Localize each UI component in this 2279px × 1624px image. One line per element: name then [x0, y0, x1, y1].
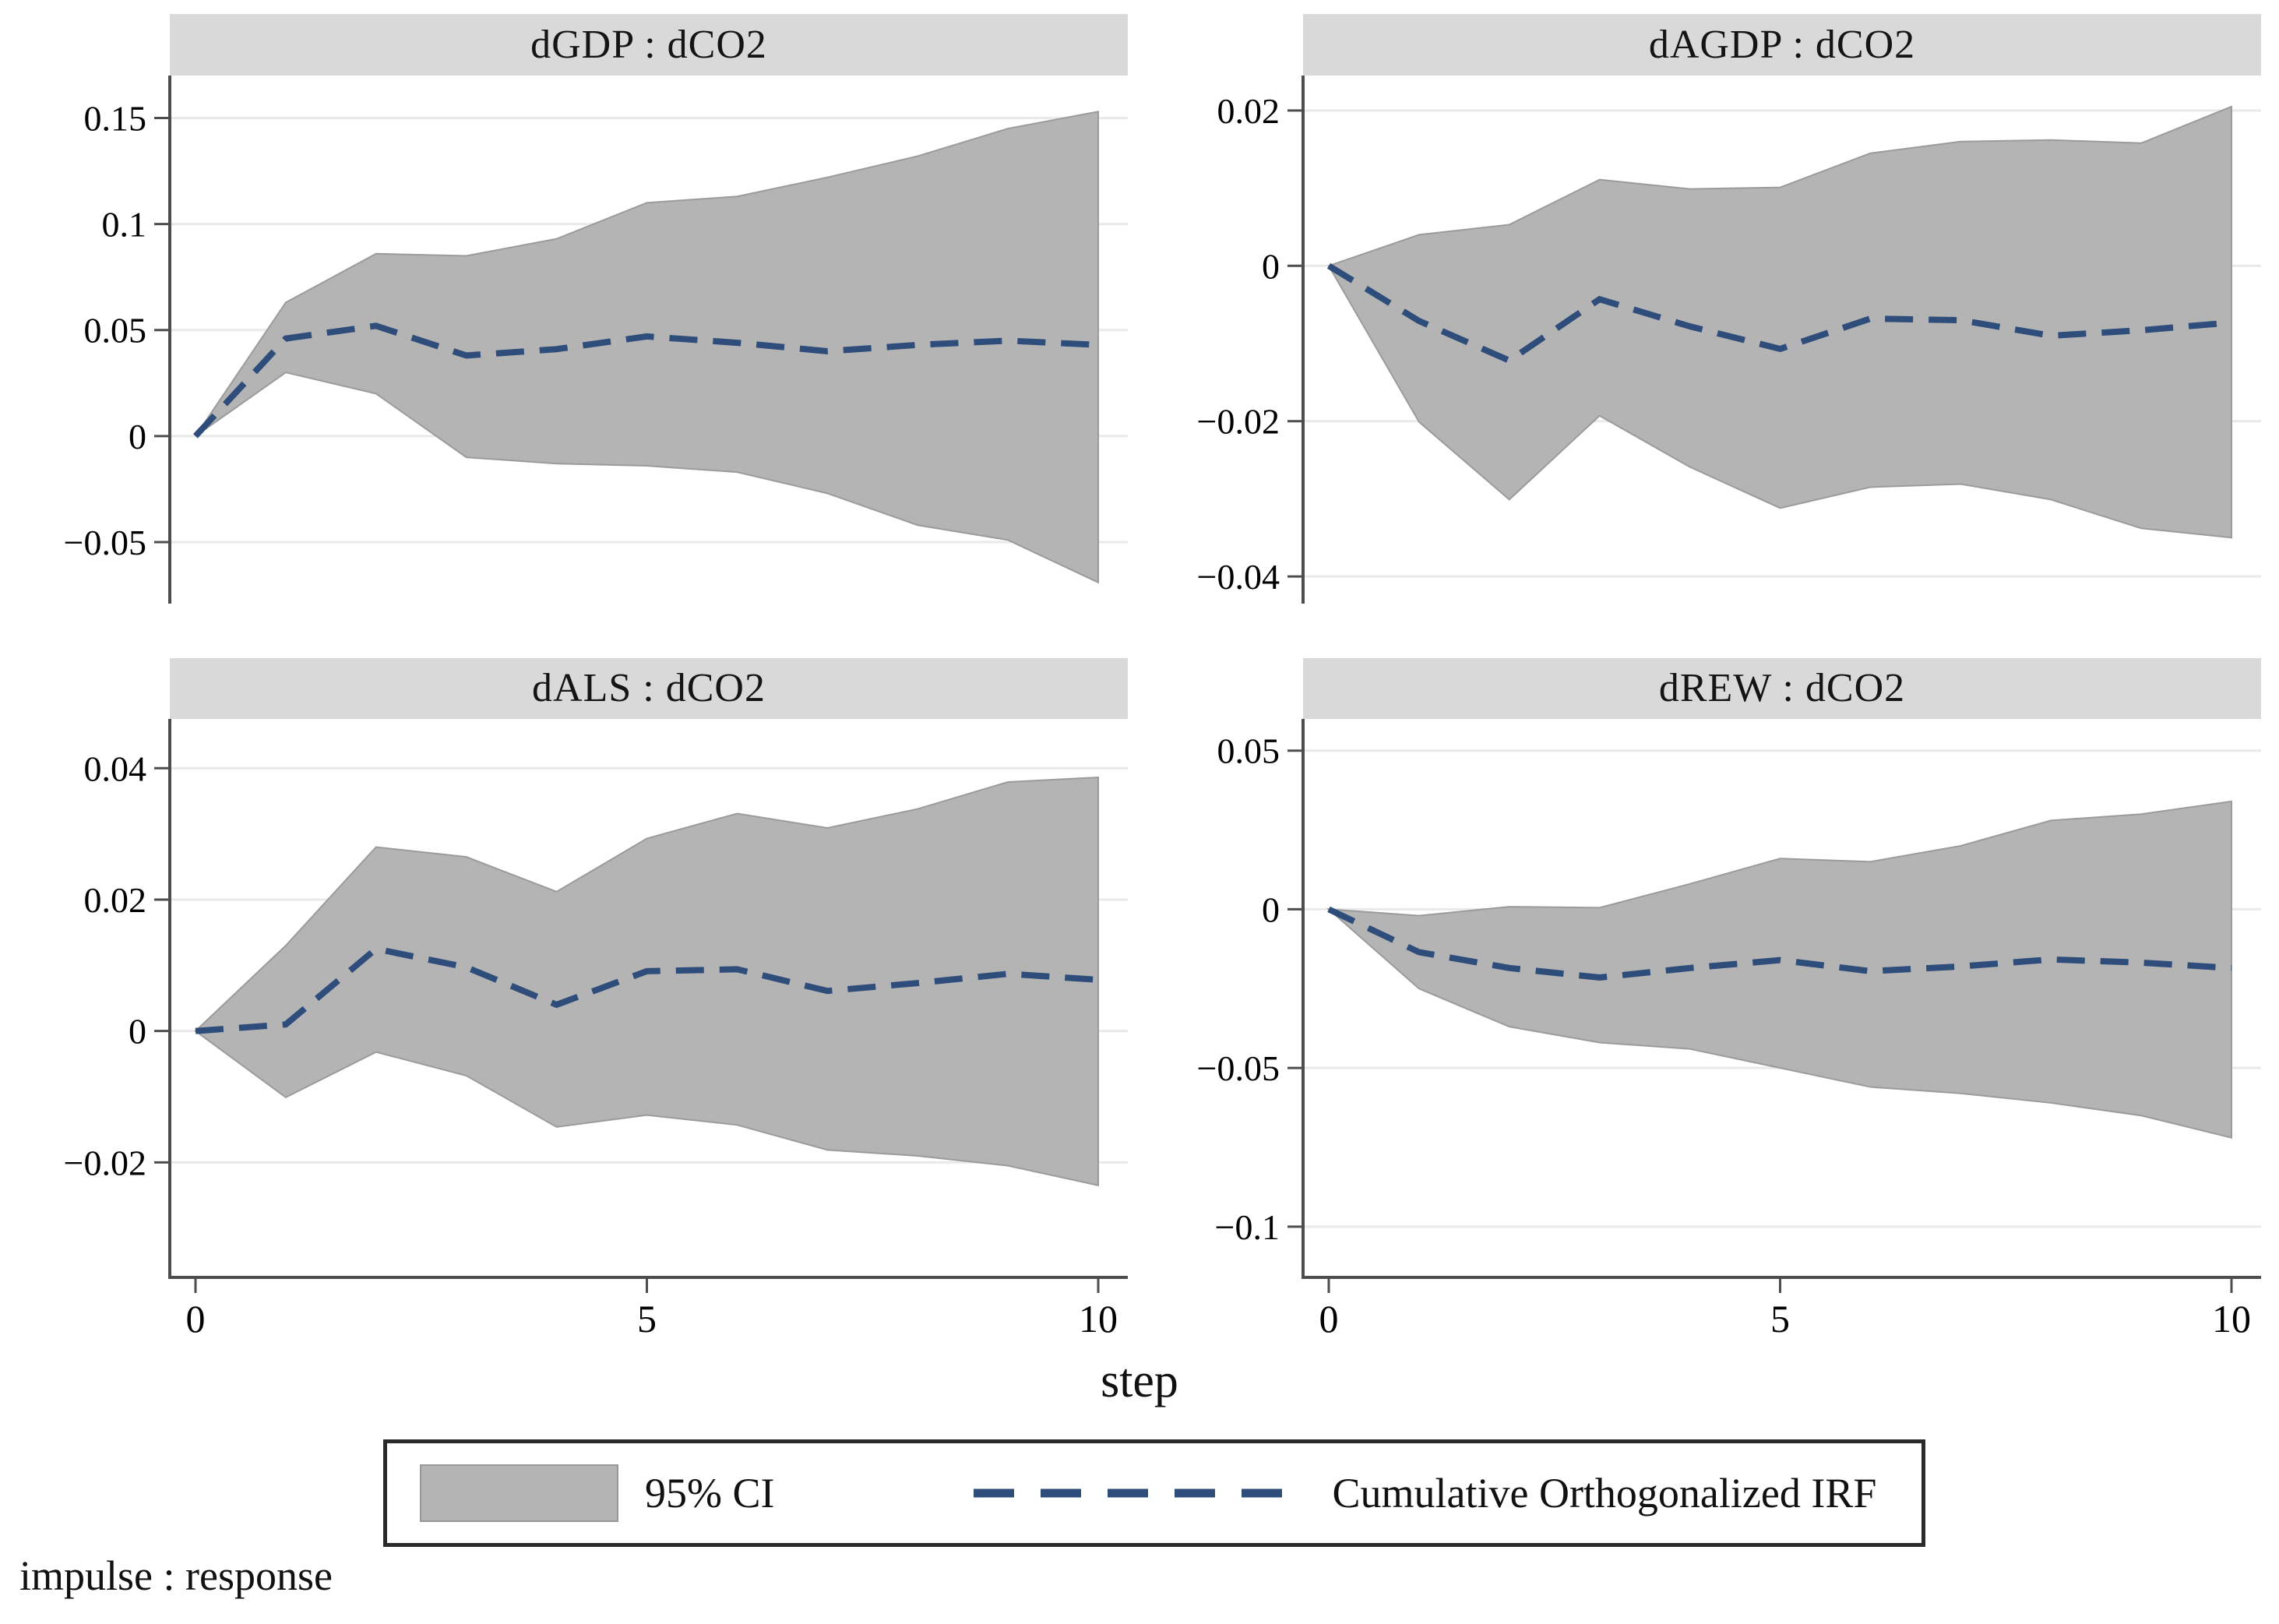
- y-tick-label: 0: [129, 417, 146, 456]
- panel-drew-dco2: 0.05 0 −0.05 −0.1 0 5 10 dREW : dCO2: [1171, 658, 2269, 1363]
- plot-dagdp-dco2: 0.02 0 −0.02 −0.04: [1197, 76, 2261, 604]
- panel-dagdp-dco2: 0.02 0 −0.02 −0.04 dAGDP : dCO2: [1171, 14, 2269, 629]
- y-tick-label: 0.04: [84, 749, 147, 788]
- y-tick-label: 0.05: [84, 311, 147, 351]
- x-tick-label: 10: [1079, 1297, 1118, 1340]
- y-tick-label: 0.15: [84, 98, 147, 138]
- irf-line: [195, 945, 1099, 1034]
- y-tick-label: 0: [129, 1012, 146, 1052]
- irf-legend-label: Cumulative Orthogonalized IRF: [1332, 1470, 1877, 1517]
- x-axis-label: step: [1101, 1355, 1178, 1407]
- plot-dals-dco2: 0.04 0.02 0 −0.02 0 5 10: [64, 719, 1128, 1340]
- panel-dgdp-dco2: 0.15 0.1 0.05 0 −0.05 dGDP : dCO2: [37, 14, 1136, 629]
- irf-line: [193, 322, 1099, 439]
- figure-footnote: impulse : response: [19, 1552, 333, 1599]
- y-tick-label: −0.02: [1197, 402, 1280, 442]
- y-tick-label: −0.05: [64, 523, 146, 562]
- ci-band: [1327, 105, 2232, 539]
- y-tick-label: −0.1: [1215, 1207, 1280, 1247]
- y-tick-label: 0.05: [1217, 731, 1280, 771]
- ci-legend-label: 95% CI: [645, 1470, 775, 1517]
- plot-dgdp-dco2: 0.15 0.1 0.05 0 −0.05: [64, 76, 1128, 604]
- panel-title-dagdp-dco2: dAGDP : dCO2: [1303, 14, 2261, 76]
- y-tick-label: −0.02: [64, 1143, 146, 1182]
- x-tick-label: 5: [1770, 1297, 1790, 1340]
- y-tick-label: 0.1: [102, 205, 147, 245]
- ci-band: [194, 777, 1099, 1187]
- x-tick-label: 0: [186, 1297, 206, 1340]
- y-tick-label: −0.04: [1197, 557, 1280, 597]
- y-tick-label: 0: [1262, 890, 1280, 929]
- x-tick-label: 0: [1319, 1297, 1339, 1340]
- irf-line: [1327, 906, 2232, 981]
- ci-band: [195, 111, 1099, 584]
- y-tick-label: 0: [1262, 246, 1280, 286]
- y-tick-label: 0.02: [84, 880, 147, 920]
- irf-dash-sample: [974, 1488, 1309, 1498]
- panel-title-drew-dco2: dREW : dCO2: [1303, 658, 2261, 719]
- panel-dals-dco2: 0.04 0.02 0 −0.02 0 5 10 dALS : dCO2: [37, 658, 1136, 1363]
- x-tick-label: 10: [2212, 1297, 2251, 1340]
- panel-title-dgdp-dco2: dGDP : dCO2: [170, 14, 1128, 76]
- y-tick-label: 0.02: [1217, 91, 1280, 131]
- irf-line: [1326, 262, 2232, 365]
- panel-title-dals-dco2: dALS : dCO2: [170, 658, 1128, 719]
- ci-band-swatch: [420, 1464, 618, 1522]
- legend: 95% CI Cumulative Orthogonalized IRF: [383, 1439, 1925, 1547]
- y-tick-label: −0.05: [1197, 1048, 1280, 1088]
- ci-band: [1326, 800, 2232, 1140]
- plot-drew-dco2: 0.05 0 −0.05 −0.1 0 5 10: [1197, 719, 2261, 1340]
- x-tick-label: 5: [637, 1297, 657, 1340]
